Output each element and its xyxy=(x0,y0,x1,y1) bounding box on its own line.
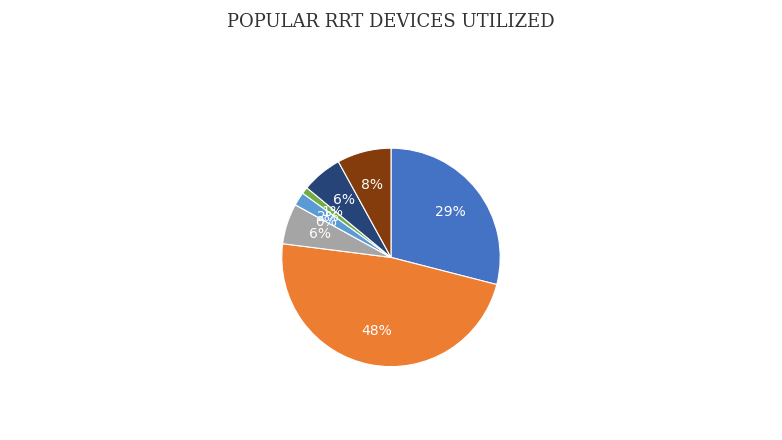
Legend: Apple, Garmin, Fitbit, Polar, Whoop, Timex, Other, N/A: Apple, Garmin, Fitbit, Polar, Whoop, Tim… xyxy=(145,0,637,4)
Text: 6%: 6% xyxy=(332,193,354,207)
Text: 1%: 1% xyxy=(321,205,343,219)
Text: 29%: 29% xyxy=(435,205,465,219)
Text: 6%: 6% xyxy=(309,227,331,242)
Text: 0%: 0% xyxy=(315,215,336,228)
Wedge shape xyxy=(339,148,391,257)
Wedge shape xyxy=(391,148,500,285)
Text: POPULAR RRT DEVICES UTILIZED: POPULAR RRT DEVICES UTILIZED xyxy=(228,13,554,31)
Wedge shape xyxy=(303,188,391,257)
Wedge shape xyxy=(296,193,391,257)
Text: 8%: 8% xyxy=(361,178,383,192)
Wedge shape xyxy=(282,205,391,257)
Text: 48%: 48% xyxy=(361,323,393,337)
Wedge shape xyxy=(307,162,391,257)
Wedge shape xyxy=(296,205,391,257)
Text: 2%: 2% xyxy=(317,210,339,224)
Wedge shape xyxy=(282,244,497,367)
